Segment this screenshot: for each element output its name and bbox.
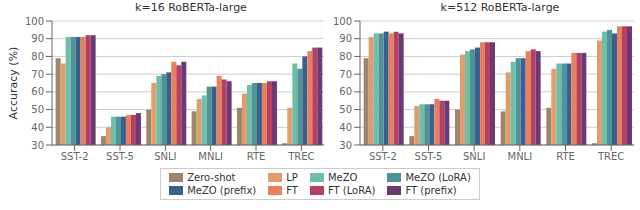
svg-text:MNLI: MNLI [198, 151, 223, 162]
svg-text:90: 90 [339, 33, 352, 44]
svg-text:MNLI: MNLI [508, 151, 533, 162]
svg-text:80: 80 [31, 51, 44, 62]
html-text:FT: FT [286, 185, 298, 196]
svg-text:RTE: RTE [556, 151, 575, 162]
svg-text:90: 90 [31, 33, 44, 44]
svg-text:30: 30 [339, 140, 352, 151]
svg-text:RTE: RTE [247, 151, 266, 162]
html-text:MeZO: MeZO [327, 172, 358, 183]
html-text:MeZO (prefix): MeZO (prefix) [187, 185, 257, 196]
svg-text:100: 100 [333, 16, 352, 27]
svg-text:Accuracy (%): Accuracy (%) [8, 47, 20, 120]
svg-text:70: 70 [31, 69, 44, 80]
svg-text:SST-2: SST-2 [369, 151, 397, 162]
svg-text:SST-5: SST-5 [415, 151, 443, 162]
svg-text:TREC: TREC [287, 151, 314, 162]
html-text:k=512 RoBERTa-large: k=512 RoBERTa-large [440, 1, 560, 14]
svg-text:50: 50 [31, 104, 44, 115]
html-text:FT (LoRA): FT (LoRA) [327, 185, 376, 196]
svg-text:80: 80 [339, 51, 352, 62]
svg-text:50: 50 [339, 104, 352, 115]
svg-text:40: 40 [339, 122, 352, 133]
svg-text:SNLI: SNLI [154, 151, 176, 162]
svg-text:60: 60 [31, 86, 44, 97]
html-text:Zero-shot: Zero-shot [187, 172, 236, 183]
svg-text:60: 60 [339, 86, 352, 97]
html-text:FT (prefix): FT (prefix) [405, 185, 457, 196]
html-text:MeZO (LoRA): MeZO (LoRA) [405, 172, 471, 183]
svg-text:SNLI: SNLI [463, 151, 485, 162]
svg-text:70: 70 [339, 69, 352, 80]
html-text:LP: LP [286, 172, 298, 183]
svg-text:SST-5: SST-5 [106, 151, 134, 162]
html-text:k=16 RoBERTa-large: k=16 RoBERTa-large [135, 1, 247, 14]
svg-text:40: 40 [31, 122, 44, 133]
svg-text:100: 100 [25, 16, 44, 27]
svg-text:30: 30 [31, 140, 44, 151]
svg-text:TREC: TREC [597, 151, 624, 162]
svg-text:SST-2: SST-2 [61, 151, 89, 162]
